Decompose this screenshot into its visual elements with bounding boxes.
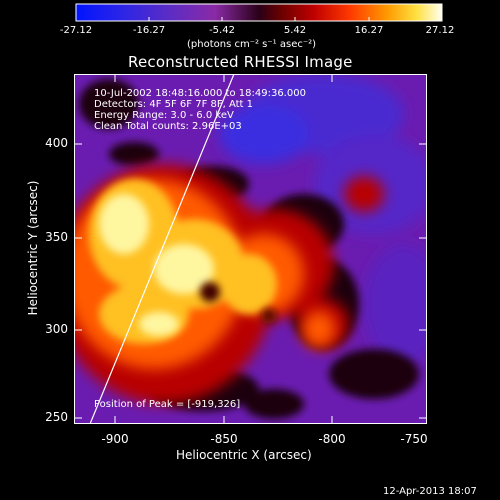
colorbar-tick-label-2: -16.27 [132,25,166,36]
x-tick-label-minus800: -800 [318,432,346,446]
image-frame [74,74,427,424]
info-total-counts: Clean Total counts: 2.96E+03 [94,121,242,132]
plot-title: Reconstructed RHESSI Image [128,53,353,71]
y-axis-label: Heliocentric Y (arcsec) [26,180,40,316]
y-axis-ticks [74,143,427,419]
colorbar-gradient [75,3,443,22]
info-time-range: 10-Jul-2002 18:48:16.000 to 18:49:36.000 [94,88,306,99]
info-energy-range: Energy Range: 3.0 - 6.0 keV [94,110,234,121]
colorbar-ticks [75,17,443,21]
colorbar-tick-label-3: -5.42 [209,25,235,36]
colorbar-tick-label-5: 16.27 [354,25,384,36]
x-tick-label-minus900: -900 [101,432,129,446]
y-tick-label-400: 400 [45,136,68,150]
rhessi-image [74,74,427,424]
colorbar-tick-label-1: -27.12 [59,25,93,36]
y-tick-label-350: 350 [45,230,68,244]
colorbar-unit-label: (photons cm⁻² s⁻¹ asec⁻²) [187,39,317,50]
solar-limb-line [89,74,235,424]
footer-date: 12-Apr-2013 18:07 [383,486,477,497]
info-detectors: Detectors: 4F 5F 6F 7F 8F, Att 1 [94,99,254,110]
x-axis-ticks [114,74,333,424]
x-tick-label-minus750: -750 [400,432,428,446]
colorbar-tick-label-4: 5.42 [283,25,307,36]
x-axis-label: Heliocentric X (arcsec) [176,448,312,462]
peak-position-label: Position of Peak = [-919,326] [94,399,241,410]
y-tick-label-300: 300 [45,322,68,336]
colorbar [75,3,443,22]
x-tick-label-minus850: -850 [210,432,238,446]
y-tick-label-250: 250 [45,410,68,424]
colorbar-tick-label-6: 27.12 [425,25,455,36]
